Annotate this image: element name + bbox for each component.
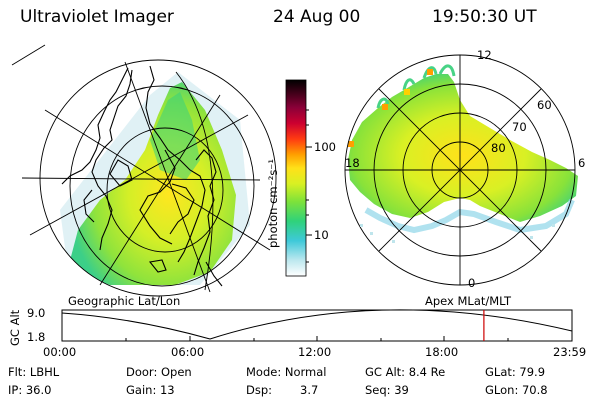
mlat-label-80: 80 [491, 141, 506, 155]
altitude-tick-min: 1.8 [27, 330, 46, 344]
colorbar-tick-100: 100 [314, 140, 336, 154]
colorbar [285, 79, 312, 277]
altitude-axis-label: GC Alt [8, 309, 22, 346]
dsp-label: Dsp: [246, 383, 273, 397]
mlt-label-0: 0 [468, 276, 476, 290]
time-label: 19:50:30 UT [432, 7, 537, 27]
glat-field: GLat: 79.9 [485, 365, 546, 379]
seq-field: Seq: 39 [365, 383, 409, 397]
polar-image [344, 54, 578, 286]
door-field: Door: Open [126, 365, 192, 379]
mlt-label-6: 6 [578, 156, 586, 170]
filter-field: Flt: LBHL [8, 365, 60, 379]
time-tick-0000: 00:00 [43, 345, 77, 359]
altitude-plot [61, 309, 573, 342]
mlat-label-60: 60 [537, 98, 552, 112]
time-tick-1200: 12:00 [298, 345, 332, 359]
glon-field: GLon: 70.8 [485, 383, 548, 397]
bright-spots [348, 69, 433, 147]
mode-field: Mode: Normal [246, 365, 327, 379]
colorbar-unit-label: photon cm⁻²s⁻¹ [266, 159, 280, 248]
ip-field: IP: 36.0 [8, 383, 52, 397]
altitude-tick-max: 9.0 [27, 306, 46, 320]
mlt-label-18: 18 [345, 156, 360, 170]
geographic-image [11, 44, 277, 297]
time-tick-1800: 18:00 [425, 345, 459, 359]
gc-alt-field: GC Alt: 8.4 Re [365, 365, 446, 379]
projection-left-label: Geographic Lat/Lon [68, 294, 181, 308]
instrument-title: Ultraviolet Imager [20, 7, 174, 27]
time-tick-0600: 06:00 [171, 345, 205, 359]
colorbar-tick-10: 10 [314, 228, 329, 242]
mlat-label-70: 70 [512, 120, 527, 134]
dsp-value: 3.7 [300, 383, 319, 397]
mlt-label-12: 12 [477, 48, 492, 62]
gain-field: Gain: 13 [126, 383, 175, 397]
time-tick-2359: 23:59 [553, 345, 587, 359]
date-label: 24 Aug 00 [273, 7, 361, 27]
projection-right-label: Apex MLat/MLT [425, 294, 512, 308]
